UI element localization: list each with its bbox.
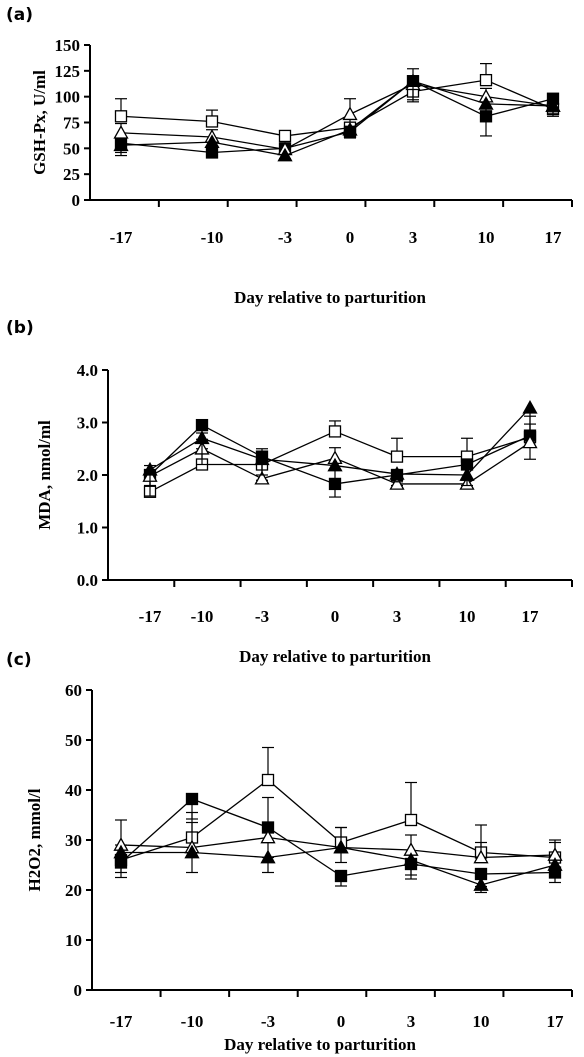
data-point-open-triangle (113, 124, 129, 139)
x-tick-label: 0 (331, 607, 340, 626)
series-filled-triangle (113, 73, 561, 162)
y-tick-label: 60 (65, 681, 82, 700)
data-point-open-square (205, 115, 219, 128)
y-tick-label: 20 (65, 881, 82, 900)
y-tick-label: 25 (63, 165, 80, 184)
x-tick-label: -3 (261, 1012, 275, 1031)
chart-panel-1: (a) 0 25 50 75 100 125 150 -17 -10 -3 0 3 10 17 Day rel… (6, 5, 573, 307)
data-point-filled-triangle (333, 839, 349, 854)
y-axis-title: GSH-Px, U/ml (30, 70, 49, 175)
data-point-open-square (261, 773, 275, 787)
x-tick-label: -17 (139, 607, 162, 626)
y-tick-label: 0.0 (77, 571, 98, 590)
data-point-filled-triangle (113, 844, 129, 859)
x-tick-label: 17 (547, 1012, 565, 1031)
x-tick-label: 3 (393, 607, 402, 626)
x-tick-label: -10 (201, 228, 224, 247)
data-point-filled-triangle (547, 857, 563, 871)
y-tick-label: 4.0 (77, 361, 98, 380)
data-point-filled-triangle (327, 457, 343, 472)
data-point-open-triangle (522, 434, 538, 449)
data-point-filled-triangle (405, 73, 421, 88)
y-tick-label: 0 (72, 191, 81, 210)
data-point-filled-triangle (277, 147, 293, 162)
x-tick-label: -17 (110, 1012, 133, 1031)
x-tick-label: 0 (337, 1012, 346, 1031)
x-tick-label: 17 (522, 607, 540, 626)
data-point-filled-triangle (142, 461, 158, 476)
y-tick-label: 100 (55, 88, 81, 107)
x-tick-label: 3 (407, 1012, 416, 1031)
series-filled-triangle (142, 399, 538, 487)
y-tick-label: 3.0 (77, 414, 98, 433)
data-point-open-square (328, 425, 342, 438)
data-point-filled-square (195, 418, 209, 432)
x-tick-label: 10 (459, 607, 476, 626)
data-point-open-square (114, 110, 128, 123)
x-tick-label: -10 (191, 607, 214, 626)
y-tick-label: 50 (65, 731, 82, 750)
y-axis-title: H2O2, mmol/l (25, 788, 44, 891)
y-tick-label: 125 (55, 62, 81, 81)
x-tick-label: -10 (181, 1012, 204, 1031)
series-filled-triangle (113, 839, 563, 894)
data-point-filled-triangle (194, 430, 210, 445)
data-point-filled-triangle (184, 844, 200, 859)
x-axis-title: Day relative to parturition (239, 647, 431, 666)
y-tick-label: 0 (74, 981, 83, 1000)
x-tick-label: 3 (409, 228, 418, 247)
series-filled-square (114, 75, 560, 159)
data-point-filled-triangle (545, 98, 561, 112)
data-point-filled-triangle (478, 96, 494, 110)
x-tick-label: 0 (346, 228, 355, 247)
data-point-filled-triangle (254, 451, 270, 466)
x-tick-label: -17 (110, 228, 133, 247)
panel-label: (b) (6, 318, 34, 338)
x-tick-label: 10 (473, 1012, 490, 1031)
data-point-filled-triangle (403, 852, 419, 866)
y-tick-label: 50 (63, 139, 80, 158)
data-point-filled-triangle (113, 137, 129, 152)
data-point-open-square (479, 73, 493, 87)
data-point-filled-triangle (342, 121, 358, 136)
chart-panel-3: (c) 0 10 20 30 40 50 60 -17 -10 -3 0 3 10 17 Day relati… (6, 650, 573, 1054)
data-point-open-triangle (342, 106, 358, 121)
x-tick-label: 17 (545, 228, 563, 247)
y-tick-label: 10 (65, 931, 82, 950)
data-point-open-square (404, 813, 418, 827)
data-point-filled-square (334, 869, 348, 883)
y-tick-label: 1.0 (77, 519, 98, 538)
x-axis-title: Day relative to parturition (234, 288, 426, 307)
data-point-filled-triangle (389, 466, 405, 480)
y-tick-label: 40 (65, 781, 82, 800)
data-point-open-square (278, 129, 292, 143)
chart-panel-2: (b) 0.0 1.0 2.0 3.0 4.0 -17 -10 -3 0 3 10 17 Day rela… (6, 318, 573, 666)
data-point-open-triangle (260, 829, 276, 844)
data-point-filled-triangle (204, 134, 220, 148)
data-point-filled-triangle (473, 877, 489, 891)
data-point-filled-triangle (459, 467, 475, 481)
y-tick-label: 2.0 (77, 466, 98, 485)
y-axis-title: MDA, nmol/ml (35, 420, 54, 530)
y-tick-label: 150 (55, 36, 81, 55)
data-point-open-triangle (473, 849, 489, 864)
data-point-open-triangle (389, 476, 405, 490)
panel-label: (a) (6, 5, 33, 25)
data-point-open-square (390, 450, 404, 463)
x-axis-title: Day relative to parturition (224, 1035, 416, 1054)
x-tick-label: -3 (278, 228, 292, 247)
x-tick-label: 10 (478, 228, 495, 247)
data-point-filled-triangle (260, 849, 276, 864)
data-point-filled-triangle (522, 399, 538, 414)
y-tick-label: 75 (63, 114, 80, 133)
data-point-open-triangle (254, 470, 270, 485)
series-open-triangle (113, 68, 561, 156)
panel-label: (c) (6, 650, 32, 670)
data-point-filled-square (185, 792, 199, 806)
y-tick-label: 30 (65, 831, 82, 850)
x-tick-label: -3 (255, 607, 269, 626)
